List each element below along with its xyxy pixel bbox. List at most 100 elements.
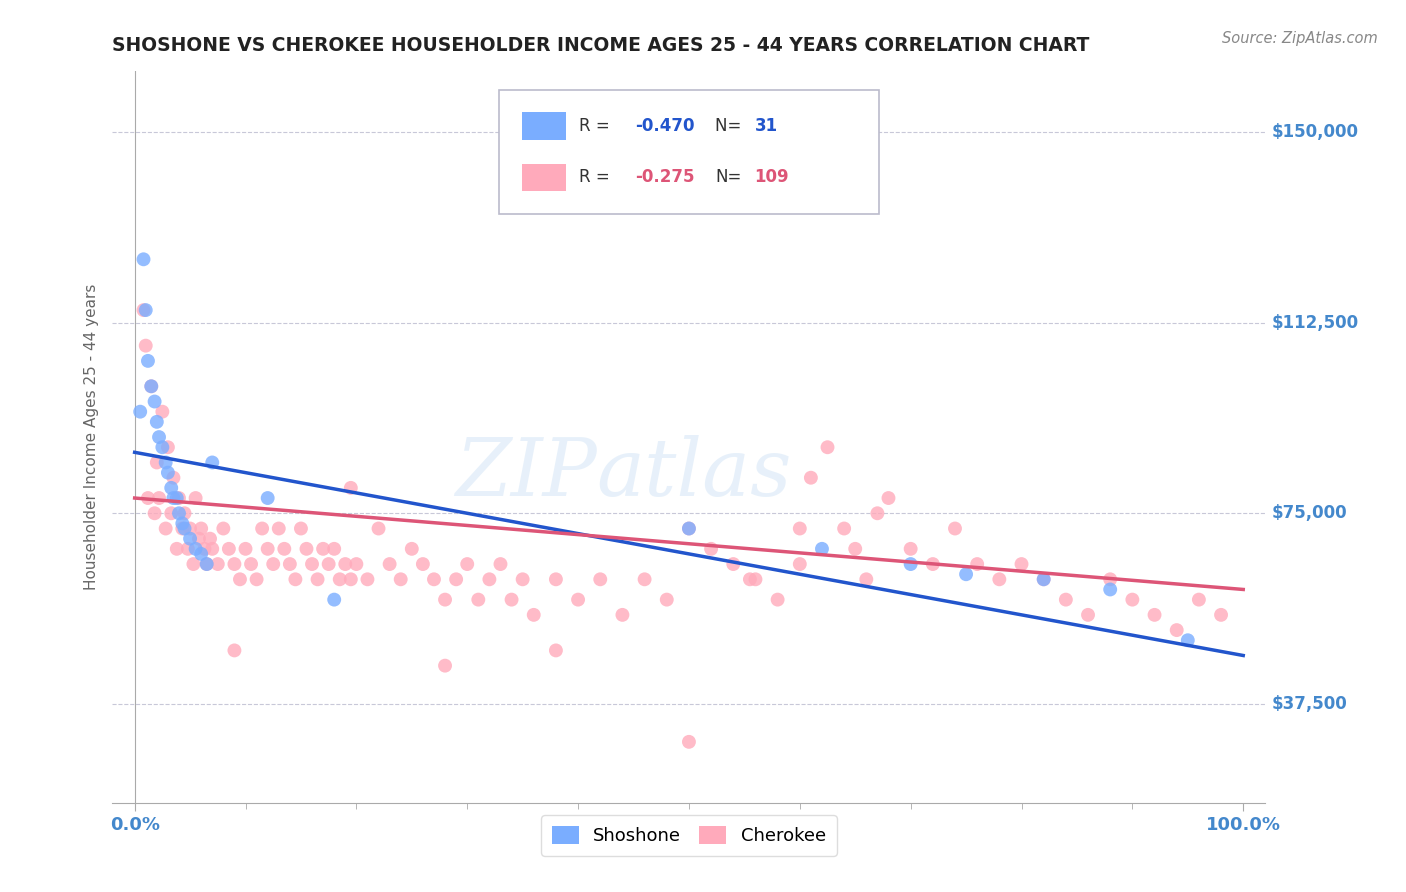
Point: [218, 541, 240, 556]
Point: [389, 572, 412, 586]
Point: [173, 521, 195, 535]
Point: [738, 572, 761, 586]
Point: [943, 521, 966, 535]
Point: [678, 735, 700, 749]
Point: [832, 521, 855, 535]
Text: $112,500: $112,500: [1271, 314, 1358, 332]
Point: [318, 557, 340, 571]
Text: -0.275: -0.275: [634, 169, 695, 186]
Point: [612, 607, 634, 622]
Point: [1209, 607, 1232, 622]
Point: [1011, 557, 1033, 571]
Point: [329, 572, 352, 586]
Point: [301, 557, 323, 571]
Point: [167, 491, 190, 505]
Point: [224, 557, 246, 571]
Point: [744, 572, 766, 586]
Point: [136, 354, 159, 368]
Point: [172, 521, 194, 535]
Point: [193, 541, 215, 556]
Point: [489, 557, 512, 571]
Point: [212, 521, 235, 535]
Point: [307, 572, 329, 586]
Point: [172, 516, 194, 531]
Point: [1099, 582, 1122, 597]
Point: [512, 572, 534, 586]
Text: 109: 109: [755, 169, 789, 186]
Point: [900, 557, 922, 571]
Point: [146, 415, 169, 429]
Point: [900, 541, 922, 556]
Point: [132, 252, 155, 267]
Point: [136, 491, 159, 505]
Point: [155, 521, 177, 535]
Point: [160, 506, 183, 520]
Point: [501, 592, 523, 607]
Point: [184, 541, 207, 556]
Point: [434, 658, 457, 673]
Point: [335, 557, 357, 571]
Point: [262, 557, 284, 571]
Point: [955, 567, 977, 582]
Point: [179, 532, 201, 546]
Point: [412, 557, 434, 571]
Point: [766, 592, 789, 607]
Point: [367, 521, 389, 535]
Point: [1032, 572, 1054, 586]
Point: [201, 455, 224, 469]
Point: [141, 379, 163, 393]
FancyBboxPatch shape: [522, 112, 565, 140]
Point: [844, 541, 866, 556]
Point: [201, 541, 224, 556]
Point: [173, 506, 195, 520]
Point: [207, 557, 229, 571]
Point: [866, 506, 889, 520]
Point: [143, 394, 166, 409]
Point: [312, 541, 335, 556]
Point: [195, 557, 218, 571]
Point: [811, 541, 834, 556]
Point: [256, 491, 278, 505]
Point: [1121, 592, 1143, 607]
Point: [544, 572, 567, 586]
Point: [183, 557, 205, 571]
Point: [190, 547, 212, 561]
Point: [478, 572, 501, 586]
FancyBboxPatch shape: [522, 163, 565, 191]
Point: [160, 481, 183, 495]
Point: [1177, 633, 1199, 648]
Point: [198, 532, 221, 546]
Text: -0.470: -0.470: [634, 117, 695, 136]
Text: $150,000: $150,000: [1271, 123, 1358, 141]
Point: [235, 541, 257, 556]
Point: [988, 572, 1011, 586]
Point: [278, 557, 301, 571]
Point: [1188, 592, 1211, 607]
Point: [855, 572, 877, 586]
Point: [401, 541, 423, 556]
Point: [877, 491, 900, 505]
Point: [141, 379, 163, 393]
Point: [290, 521, 312, 535]
Point: [166, 491, 188, 505]
Point: [723, 557, 745, 571]
Point: [190, 521, 212, 535]
Point: [1099, 572, 1122, 586]
Point: [148, 491, 170, 505]
Point: [344, 557, 367, 571]
Text: N=: N=: [716, 117, 747, 136]
Point: [135, 303, 157, 318]
Text: atlas: atlas: [596, 435, 792, 512]
Point: [284, 572, 307, 586]
Text: R =: R =: [579, 117, 616, 136]
FancyBboxPatch shape: [499, 90, 879, 214]
Point: [148, 430, 170, 444]
Text: $37,500: $37,500: [1271, 695, 1347, 713]
Point: [177, 541, 200, 556]
Point: [323, 592, 346, 607]
Text: ZIP: ZIP: [456, 435, 596, 512]
Point: [1032, 572, 1054, 586]
Point: [162, 491, 184, 505]
Point: [444, 572, 467, 586]
Point: [423, 572, 446, 586]
